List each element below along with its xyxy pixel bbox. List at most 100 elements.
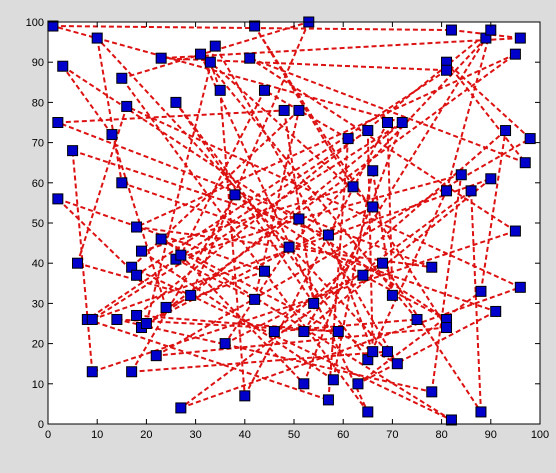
data-point bbox=[219, 338, 231, 350]
y-tick-label: 90 bbox=[32, 57, 44, 69]
data-point bbox=[362, 125, 374, 137]
data-point bbox=[131, 309, 143, 321]
data-point bbox=[445, 414, 457, 426]
data-point bbox=[367, 201, 379, 213]
route-segment bbox=[52, 25, 403, 124]
route-segment bbox=[249, 57, 526, 164]
x-tick-label: 90 bbox=[485, 429, 497, 441]
route-segment bbox=[234, 194, 364, 277]
route-segment bbox=[131, 350, 388, 373]
route-segment bbox=[86, 129, 369, 321]
y-tick-label: 60 bbox=[32, 178, 44, 190]
route-segment bbox=[430, 174, 463, 392]
route-segment bbox=[165, 270, 265, 309]
data-point bbox=[229, 189, 241, 201]
data-point bbox=[47, 20, 59, 32]
data-point bbox=[106, 129, 118, 141]
data-point bbox=[411, 313, 423, 325]
data-point bbox=[175, 402, 187, 414]
data-point bbox=[121, 100, 133, 112]
data-point bbox=[214, 84, 226, 96]
data-point bbox=[441, 185, 453, 197]
data-point bbox=[131, 269, 143, 281]
data-point bbox=[204, 56, 216, 68]
x-tick-label: 20 bbox=[140, 429, 152, 441]
x-tick-label: 30 bbox=[189, 429, 201, 441]
route-segment bbox=[302, 37, 487, 333]
route-segment bbox=[160, 238, 398, 365]
data-point bbox=[268, 326, 280, 338]
route-segment bbox=[357, 310, 497, 385]
route-segment bbox=[130, 109, 300, 268]
data-point bbox=[86, 366, 98, 378]
route-segment bbox=[479, 130, 507, 292]
route-segment bbox=[145, 206, 374, 325]
route-segment bbox=[445, 29, 492, 192]
data-point bbox=[111, 313, 123, 325]
route-segment bbox=[141, 185, 354, 253]
route-segment bbox=[298, 173, 462, 220]
route-segment bbox=[87, 318, 329, 401]
route-segment bbox=[155, 137, 531, 357]
data-point bbox=[52, 117, 64, 128]
data-point bbox=[362, 406, 374, 418]
route-segment bbox=[253, 25, 448, 329]
data-point bbox=[377, 257, 389, 269]
data-point bbox=[332, 326, 344, 338]
x-tick-label: 50 bbox=[288, 429, 300, 441]
data-point bbox=[381, 117, 393, 128]
data-point bbox=[519, 157, 531, 169]
route-segment bbox=[381, 262, 482, 413]
data-point bbox=[509, 48, 521, 60]
y-tick-label: 40 bbox=[32, 258, 44, 270]
data-point bbox=[116, 177, 128, 189]
route-segment bbox=[224, 262, 384, 345]
data-point bbox=[86, 313, 98, 325]
route-segment bbox=[332, 170, 374, 380]
route-segment bbox=[470, 190, 482, 412]
data-point bbox=[258, 84, 270, 96]
data-point bbox=[298, 378, 310, 390]
route-segment bbox=[76, 106, 128, 264]
data-point bbox=[57, 60, 69, 72]
route-segment bbox=[180, 286, 521, 409]
data-point bbox=[283, 241, 295, 253]
x-tick-label: 10 bbox=[91, 429, 103, 441]
data-point bbox=[258, 265, 270, 277]
data-point bbox=[170, 96, 182, 108]
route-segment bbox=[263, 89, 349, 140]
data-markers bbox=[47, 16, 536, 426]
route-segment bbox=[175, 101, 369, 361]
data-point bbox=[381, 346, 393, 358]
route-segment bbox=[136, 69, 448, 277]
route-segment bbox=[135, 29, 492, 317]
data-point bbox=[347, 181, 359, 193]
data-point bbox=[150, 350, 162, 362]
data-point bbox=[155, 233, 167, 245]
route-segment bbox=[126, 105, 521, 289]
route-segment bbox=[180, 190, 472, 409]
route-segment bbox=[327, 138, 350, 400]
route-segment bbox=[136, 53, 516, 228]
route-segment bbox=[180, 254, 305, 385]
route-segment bbox=[91, 121, 403, 321]
data-point bbox=[249, 20, 261, 32]
data-point bbox=[322, 394, 334, 406]
data-point bbox=[441, 64, 453, 76]
route-segment bbox=[219, 90, 246, 396]
y-tick-label: 100 bbox=[26, 17, 44, 29]
data-point bbox=[465, 185, 477, 197]
route-segment bbox=[120, 77, 369, 413]
route-segment bbox=[57, 198, 138, 276]
route-segment bbox=[445, 61, 531, 140]
data-point bbox=[52, 193, 64, 205]
data-point bbox=[244, 52, 256, 64]
y-tick-label: 20 bbox=[32, 339, 44, 351]
x-tick-label: 70 bbox=[386, 429, 398, 441]
route-segment bbox=[140, 53, 516, 329]
data-point bbox=[308, 297, 320, 309]
route-segment bbox=[61, 65, 113, 136]
x-tick-label: 60 bbox=[337, 429, 349, 441]
